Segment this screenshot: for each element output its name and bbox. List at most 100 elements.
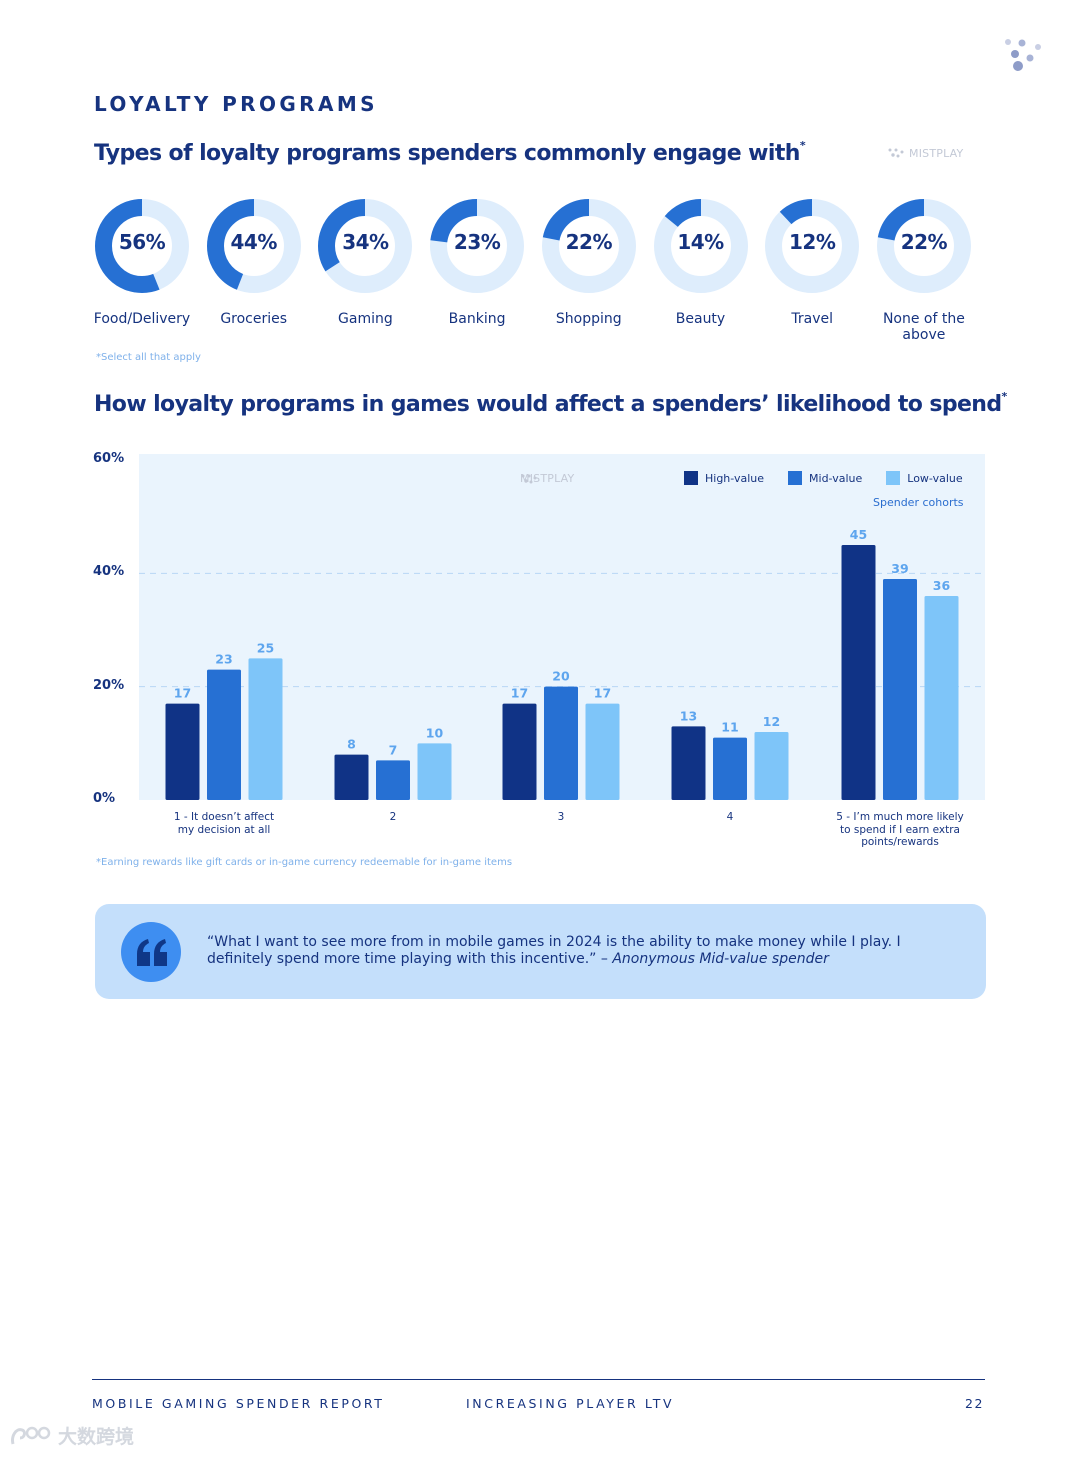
bar-value-label: 11 (721, 720, 738, 735)
footer-report-title: MOBILE GAMING SPENDER REPORT (92, 1396, 385, 1411)
bar-mid-value (883, 579, 917, 800)
donut-value: 56% (118, 230, 166, 254)
legend-swatch (886, 471, 901, 485)
donut-1: 56% Food/Delivery (94, 198, 190, 327)
legend-item-high-value: High-value (684, 471, 764, 485)
donut-value: 22% (565, 230, 613, 254)
legend-item-mid-value: Mid-value (788, 471, 862, 485)
x-category-label: 2 (389, 811, 397, 823)
donut-value: 23% (453, 230, 501, 254)
donut-7: 12% Travel (764, 198, 860, 327)
x-category-label: 3 (557, 811, 565, 823)
y-tick-label: 40% (93, 564, 125, 580)
legend-label: Low-value (907, 471, 963, 485)
donut-arc (765, 199, 860, 293)
chart1-title: Types of loyalty programs spenders commo… (94, 139, 806, 166)
bar-low-value (248, 658, 283, 800)
legend-label: High-value (705, 471, 765, 485)
donut-value: 34% (342, 230, 389, 254)
section-title: LOYALTY PROGRAMS (94, 92, 378, 116)
donut-value: 12% (789, 230, 836, 254)
legend-swatch (684, 471, 698, 485)
x-category-label: 5 - I’m much more likely to spend if I e… (836, 811, 964, 848)
x-category-label: 4 (726, 811, 734, 823)
footer-divider (92, 1379, 985, 1380)
bar-value-label: 45 (850, 527, 867, 542)
donut-label: None of the above (882, 311, 965, 343)
mistplay-chart-watermark: MISTPLAY (520, 472, 575, 485)
bar-mid-value (713, 737, 747, 800)
donut-row: 56% Food/Delivery 44% Groceries 34% Gaming 23%… (94, 198, 986, 358)
donut-4: 23% Banking (429, 198, 525, 327)
bar-value-label: 25 (257, 640, 274, 655)
donut-ring (206, 199, 301, 293)
bar-value-label: 17 (511, 686, 528, 701)
quote-icon (121, 922, 181, 982)
legend-label: Mid-value (809, 471, 863, 485)
donut-6: 14% Beauty (653, 198, 749, 327)
bar-value-label: 39 (891, 561, 908, 576)
bar-value-label: 17 (174, 686, 191, 701)
donut-value: 44% (230, 230, 278, 254)
donut-3: 34% Gaming (317, 198, 413, 327)
y-tick-label: 60% (93, 451, 125, 466)
bar-value-label: 20 (552, 669, 570, 684)
bar-mid-value (207, 669, 241, 800)
y-tick-label: 20% (93, 677, 125, 693)
bar-high-value (165, 703, 200, 800)
footer-section: INCREASING PLAYER LTV (466, 1396, 675, 1411)
bar-low-value (754, 732, 789, 800)
bar-chart-canvas: 17 8 17 13 45 23 7 20 11 39 25 10 17 12 36 (139, 454, 985, 800)
bar-value-label: 12 (763, 714, 780, 729)
bar-mid-value (544, 686, 578, 800)
quote-callout: “What I want to see more from in mobile … (95, 904, 986, 999)
bar-value-label: 17 (594, 686, 611, 701)
x-category-label: 1 - It doesn’t affect my decision at all (173, 811, 275, 836)
donut-label: Gaming (338, 311, 393, 327)
donut-arc (876, 199, 971, 293)
donut-arc (318, 199, 413, 293)
donut-arc (541, 199, 636, 293)
donut-arc (430, 199, 525, 293)
bar-value-label: 36 (933, 578, 951, 593)
bar-mid-value (376, 760, 410, 800)
legend-title: Spender cohorts (873, 496, 964, 509)
y-tick-label: 0% (93, 791, 116, 806)
mistplay-watermark: MISTPLAY (887, 146, 963, 160)
bar-value-label: 7 (389, 742, 398, 757)
bar-high-value (841, 545, 876, 800)
quote-text: “What I want to see more from in mobile … (207, 934, 901, 967)
donut-ring (653, 199, 748, 293)
donut-label: Banking (448, 311, 506, 327)
bar-chart: 17 8 17 13 45 23 7 20 11 39 25 10 17 12 36 MISTPLAY Hi… (90, 446, 990, 856)
bar-value-label: 8 (347, 737, 356, 752)
donut-value: 22% (900, 230, 948, 254)
page-number: 22 (965, 1396, 984, 1411)
donut-2: 44% Groceries (206, 198, 302, 327)
bar-value-label: 23 (215, 652, 232, 667)
bar-low-value (585, 703, 620, 800)
donut-ring (541, 199, 636, 293)
donut-ring (765, 199, 860, 293)
chart2-title: How loyalty programs in games would affe… (94, 390, 1007, 417)
donut-5: 22% Shopping (541, 198, 637, 327)
donut-ring (876, 199, 971, 293)
donut-label: Beauty (675, 311, 726, 327)
mistplay-dots-icon (888, 148, 904, 158)
donut-ring (95, 199, 189, 293)
donut-value: 14% (677, 230, 724, 254)
bar-low-value (924, 596, 959, 800)
chart1-footnote: *Select all that apply (96, 352, 201, 363)
mistplay-dots-icon (521, 474, 537, 484)
legend-item-low-value: Low-value (886, 471, 963, 485)
donut-label: Groceries (220, 311, 288, 327)
donut-ring (430, 199, 525, 293)
chart-legend: High-value Mid-value Low-value (684, 471, 963, 485)
donut-label: Travel (791, 311, 833, 327)
donut-label: Food/Delivery (93, 311, 191, 327)
bar-high-value (671, 726, 706, 800)
donut-8: 22% None of the above (876, 198, 972, 343)
bar-value-label: 10 (426, 725, 444, 740)
donut-ring (318, 199, 413, 293)
donut-label: Shopping (555, 311, 622, 327)
